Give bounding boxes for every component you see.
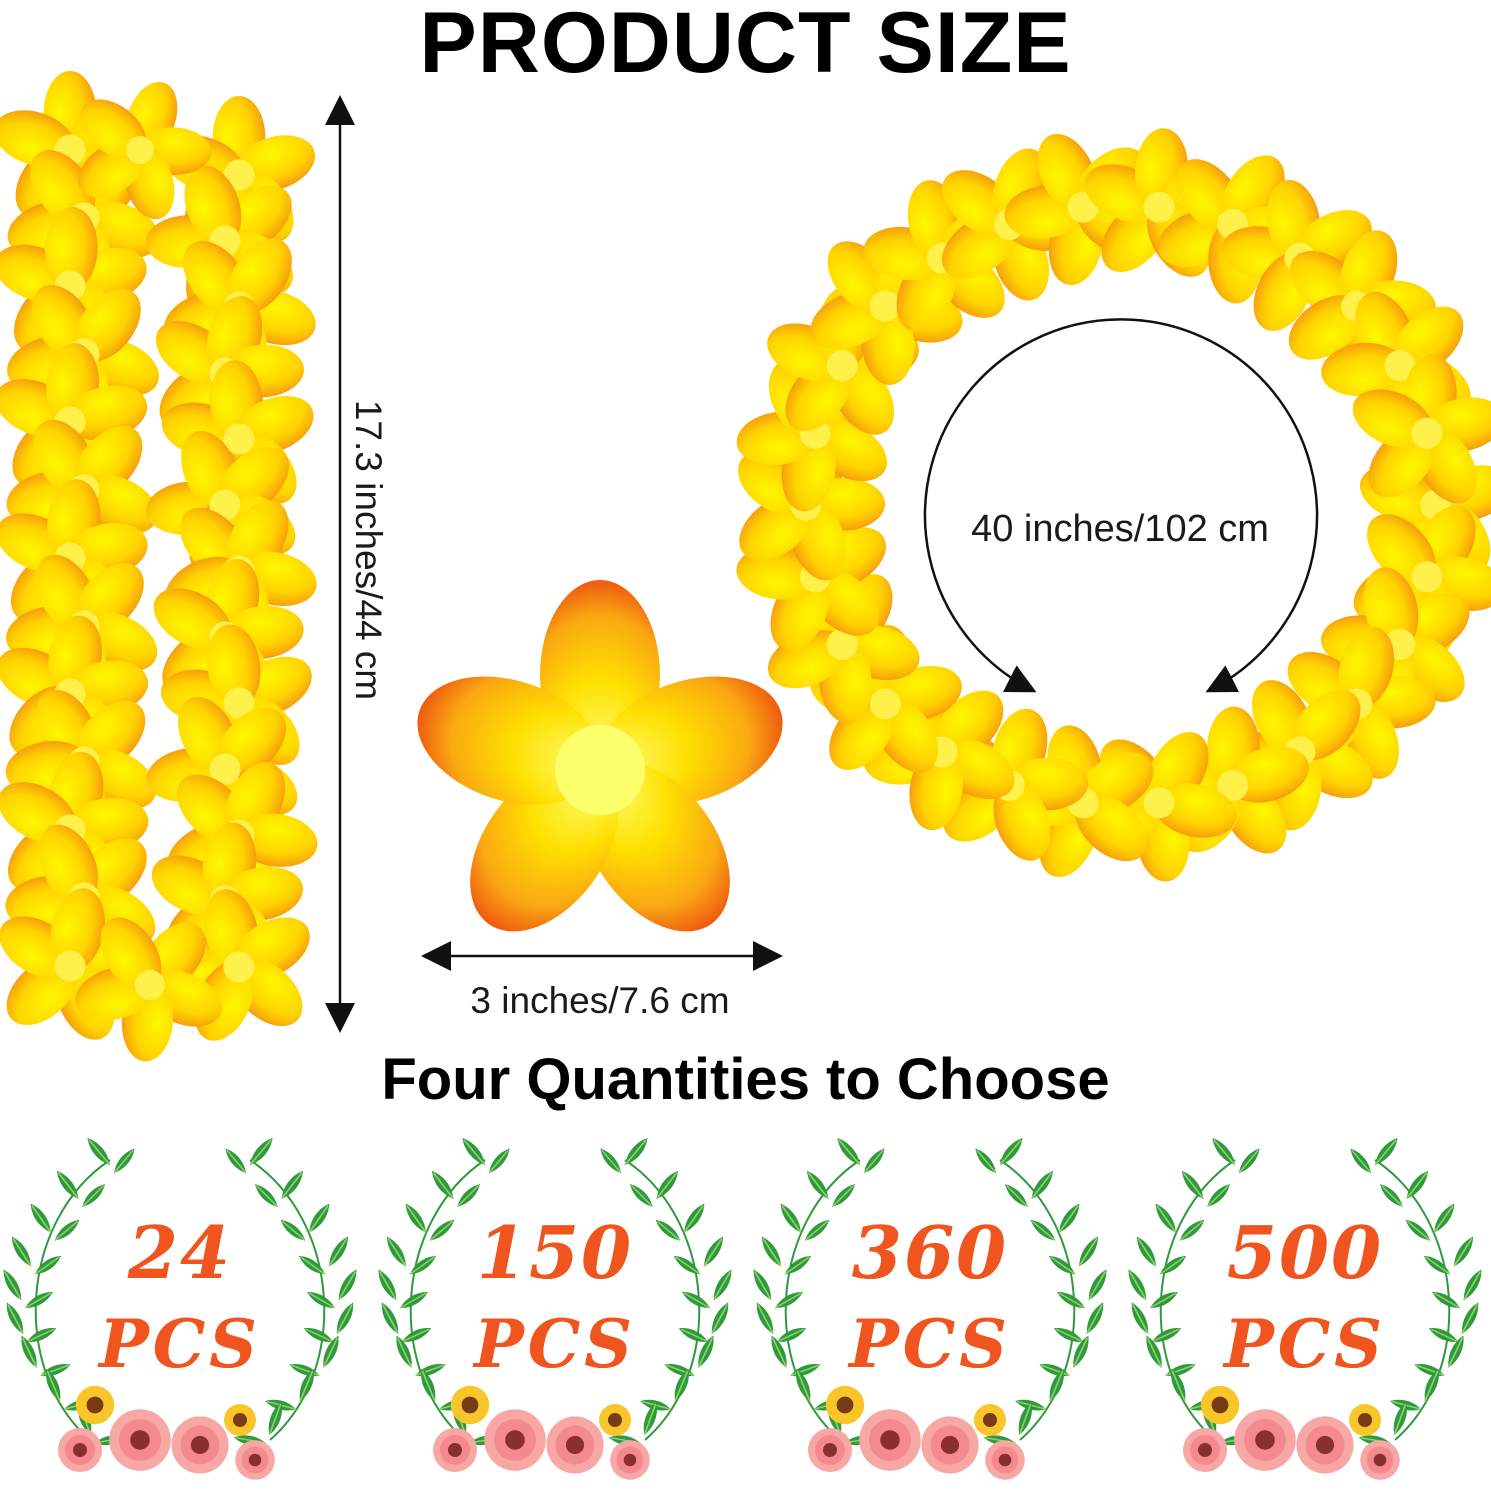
- laurel-wreath: [748, 1134, 1112, 1480]
- quantity-count: 360: [851, 1210, 1009, 1295]
- circumference-arc: [923, 318, 1319, 693]
- quantity-option-500[interactable]: 500 PCS: [1125, 1140, 1485, 1500]
- page-title: PRODUCT SIZE: [419, 0, 1072, 91]
- flower-width-label: 3 inches/7.6 cm: [470, 980, 730, 1021]
- quantity-unit: PCS: [849, 1305, 1011, 1383]
- single-flower: [417, 580, 783, 932]
- quantity-count: 500: [1226, 1210, 1384, 1295]
- quantity-option-24[interactable]: 24 PCS: [0, 1140, 360, 1500]
- quantity-option-150[interactable]: 150 PCS: [375, 1140, 735, 1500]
- laurel-wreath: [0, 1134, 362, 1480]
- quantity-count: 24: [127, 1210, 233, 1295]
- vertical-lei: [0, 57, 355, 1096]
- circumference-label: 40 inches/102 cm: [971, 508, 1269, 550]
- length-label: 17.3 inches/44 cm: [348, 399, 389, 701]
- quantities-heading: Four Quantities to Choose: [381, 1047, 1110, 1112]
- quantity-count: 150: [476, 1210, 634, 1295]
- quantity-unit: PCS: [99, 1305, 261, 1383]
- quantity-unit: PCS: [474, 1305, 636, 1383]
- laurel-wreath: [373, 1134, 737, 1480]
- circular-lei: [700, 92, 1491, 909]
- quantity-option-360[interactable]: 360 PCS: [750, 1140, 1110, 1500]
- quantity-unit: PCS: [1224, 1305, 1386, 1383]
- laurel-wreath: [1123, 1134, 1487, 1480]
